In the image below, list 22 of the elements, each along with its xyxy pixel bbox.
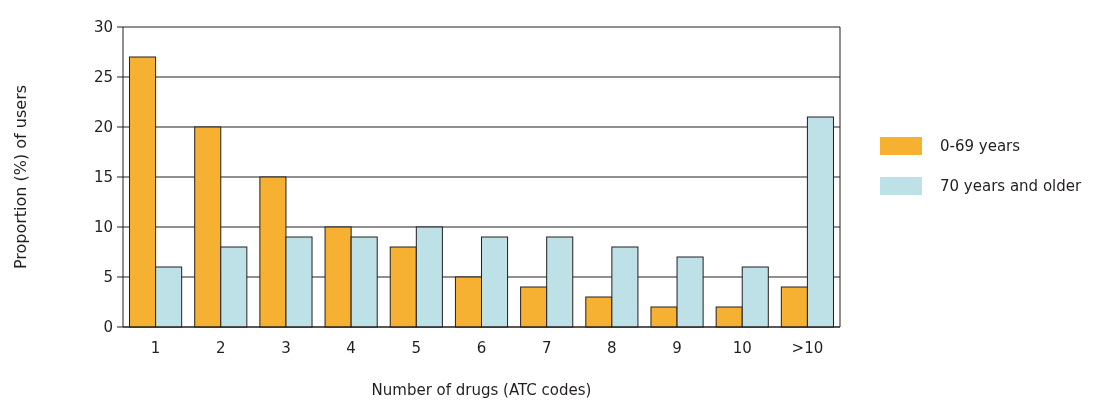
x-tick-label: >10 [791,339,824,357]
x-tick-label: 5 [411,339,422,357]
y-axis-title: Proportion (%) of users [11,84,30,270]
x-tick-label: 4 [346,339,356,357]
legend-label: 0-69 years [940,137,1021,156]
y-tick-label: 0 [103,318,113,337]
x-tick-label: 9 [672,339,682,357]
legend-label: 70 years and older [940,177,1082,196]
y-tick-label: 25 [93,68,113,87]
x-tick-label: 2 [216,339,226,357]
x-tick-label: 7 [541,339,552,357]
x-tick-label: 6 [476,339,487,357]
y-tick-label: 5 [103,268,113,287]
y-tick-label: 20 [93,118,113,137]
y-tick-label: 15 [93,168,113,187]
x-tick-label: 8 [607,339,617,357]
y-tick-label: 10 [93,218,113,237]
x-tick-label: 1 [150,339,161,357]
x-axis-title: Number of drugs (ATC codes) [371,381,592,399]
x-tick-label: 3 [281,339,291,357]
y-tick-label: 30 [93,18,113,37]
x-tick-label: 10 [732,339,752,357]
